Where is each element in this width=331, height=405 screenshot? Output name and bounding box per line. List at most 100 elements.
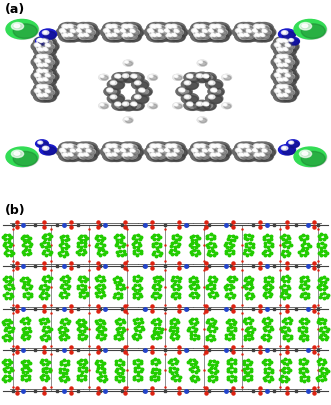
Circle shape xyxy=(44,79,48,82)
Circle shape xyxy=(203,149,206,151)
Circle shape xyxy=(37,70,43,74)
Circle shape xyxy=(145,28,163,39)
Circle shape xyxy=(196,143,214,154)
Circle shape xyxy=(242,147,260,158)
Circle shape xyxy=(121,34,128,38)
Circle shape xyxy=(211,26,220,32)
Circle shape xyxy=(33,62,52,72)
Circle shape xyxy=(238,25,245,29)
Circle shape xyxy=(280,72,282,73)
Circle shape xyxy=(202,36,204,37)
Circle shape xyxy=(129,29,135,34)
Circle shape xyxy=(112,34,121,40)
Circle shape xyxy=(206,105,208,106)
Circle shape xyxy=(168,32,186,43)
Circle shape xyxy=(239,26,252,34)
Circle shape xyxy=(197,118,207,124)
Circle shape xyxy=(105,30,114,36)
Circle shape xyxy=(151,151,153,152)
Circle shape xyxy=(59,24,77,35)
Circle shape xyxy=(255,153,264,160)
Circle shape xyxy=(175,77,177,78)
Circle shape xyxy=(171,145,185,153)
Circle shape xyxy=(128,34,131,36)
Circle shape xyxy=(167,26,170,28)
Circle shape xyxy=(66,28,84,38)
Circle shape xyxy=(132,80,149,90)
Circle shape xyxy=(120,30,130,36)
Circle shape xyxy=(151,26,164,34)
Circle shape xyxy=(131,75,137,79)
Circle shape xyxy=(86,27,93,32)
Circle shape xyxy=(39,145,57,156)
Circle shape xyxy=(156,26,169,34)
Circle shape xyxy=(195,26,205,32)
Circle shape xyxy=(152,151,170,162)
Circle shape xyxy=(112,145,125,153)
Circle shape xyxy=(274,90,281,94)
Circle shape xyxy=(245,146,249,148)
Circle shape xyxy=(78,145,92,153)
Circle shape xyxy=(167,145,176,151)
Circle shape xyxy=(199,25,206,29)
Circle shape xyxy=(283,86,286,88)
Circle shape xyxy=(218,30,221,32)
Circle shape xyxy=(276,45,285,50)
Circle shape xyxy=(257,36,264,40)
Circle shape xyxy=(100,28,118,38)
Circle shape xyxy=(246,30,256,36)
Circle shape xyxy=(132,76,141,81)
Circle shape xyxy=(86,147,93,151)
Circle shape xyxy=(65,147,72,151)
Circle shape xyxy=(41,88,59,99)
Circle shape xyxy=(72,32,79,36)
Circle shape xyxy=(197,147,204,151)
Circle shape xyxy=(242,28,260,39)
Circle shape xyxy=(174,155,181,159)
Circle shape xyxy=(63,26,76,34)
Circle shape xyxy=(278,46,297,57)
Circle shape xyxy=(285,87,287,88)
Circle shape xyxy=(34,53,52,64)
Circle shape xyxy=(278,56,291,64)
Circle shape xyxy=(62,150,66,153)
Circle shape xyxy=(197,155,200,157)
Circle shape xyxy=(132,76,135,77)
Circle shape xyxy=(279,95,283,98)
Circle shape xyxy=(176,32,183,36)
Circle shape xyxy=(173,155,177,157)
Circle shape xyxy=(43,40,46,42)
Circle shape xyxy=(127,145,141,153)
Circle shape xyxy=(285,72,292,76)
Circle shape xyxy=(287,91,290,93)
Circle shape xyxy=(163,151,181,162)
Circle shape xyxy=(194,150,198,153)
Circle shape xyxy=(283,148,286,149)
Circle shape xyxy=(38,56,51,64)
Circle shape xyxy=(176,87,193,97)
Circle shape xyxy=(302,152,308,156)
Circle shape xyxy=(194,73,211,83)
Circle shape xyxy=(82,153,89,157)
Circle shape xyxy=(41,87,59,98)
Circle shape xyxy=(289,142,294,145)
Circle shape xyxy=(203,103,209,107)
Circle shape xyxy=(200,145,209,151)
Circle shape xyxy=(130,155,132,156)
Circle shape xyxy=(45,45,49,47)
Circle shape xyxy=(38,39,43,43)
Circle shape xyxy=(200,26,209,32)
Circle shape xyxy=(111,34,118,38)
Circle shape xyxy=(258,153,265,157)
Circle shape xyxy=(218,149,228,156)
Circle shape xyxy=(274,44,281,48)
Circle shape xyxy=(149,149,158,155)
Circle shape xyxy=(215,26,225,32)
Circle shape xyxy=(256,151,274,162)
Circle shape xyxy=(181,91,188,95)
Circle shape xyxy=(263,150,267,153)
Circle shape xyxy=(86,155,88,156)
Circle shape xyxy=(245,149,252,153)
Circle shape xyxy=(200,101,216,111)
Circle shape xyxy=(150,77,157,81)
